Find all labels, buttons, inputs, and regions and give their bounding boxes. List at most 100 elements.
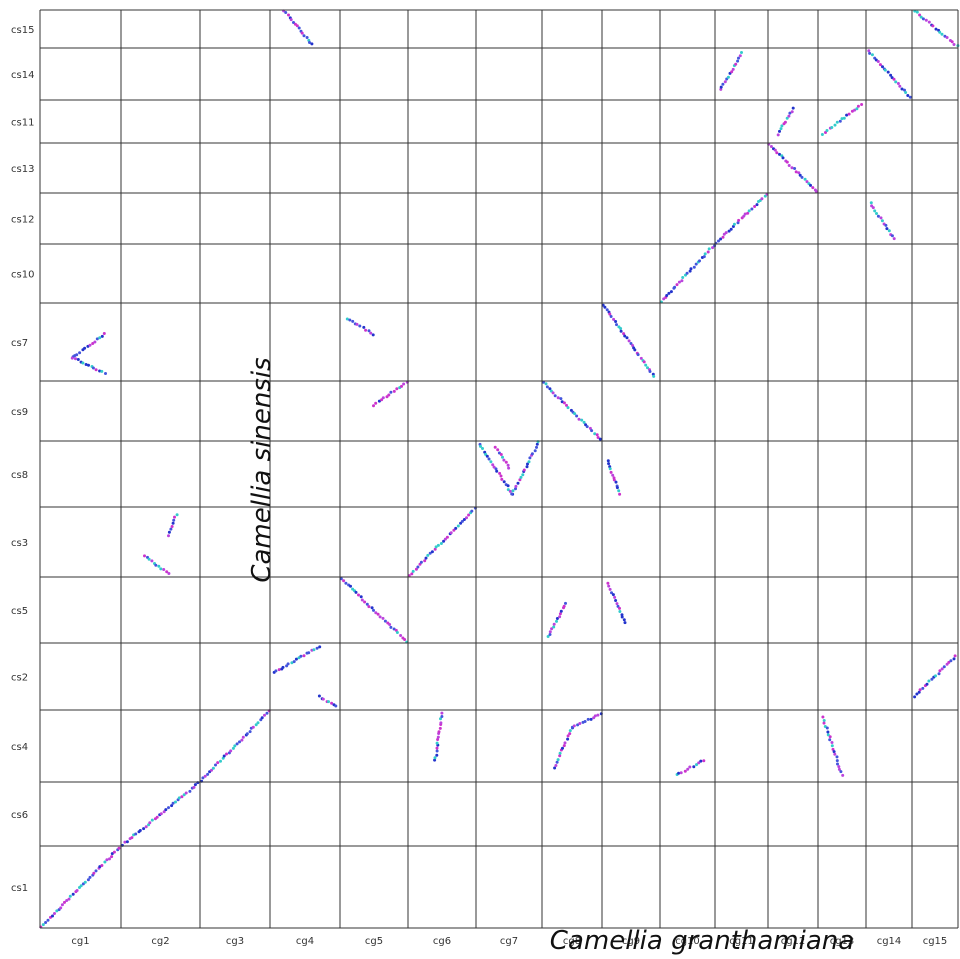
- synteny-point: [498, 471, 502, 475]
- y-tick-label: cs9: [11, 407, 28, 418]
- synteny-point: [614, 480, 618, 484]
- synteny-point: [494, 467, 498, 471]
- synteny-point: [673, 285, 677, 289]
- synteny-point: [828, 735, 832, 739]
- synteny-point: [435, 746, 439, 750]
- synteny-point: [162, 568, 166, 571]
- synteny-point: [609, 470, 613, 474]
- synteny-point: [556, 396, 560, 400]
- synteny-point: [542, 380, 545, 384]
- synteny-point: [675, 283, 679, 287]
- synteny-point: [856, 104, 860, 108]
- x-tick-label: cg6: [433, 936, 451, 947]
- synteny-point: [307, 651, 311, 655]
- synteny-point: [855, 107, 859, 111]
- synteny-point: [790, 166, 794, 170]
- synteny-point: [403, 638, 407, 641]
- synteny-point: [915, 692, 919, 696]
- synteny-point: [623, 334, 627, 338]
- synteny-point: [800, 175, 804, 179]
- synteny-point: [500, 477, 504, 481]
- synteny-point: [78, 351, 82, 355]
- synteny-point: [652, 374, 656, 378]
- synteny-point: [381, 396, 385, 400]
- synteny-point: [489, 460, 493, 464]
- synteny-point: [370, 606, 374, 610]
- synteny-point: [171, 521, 175, 525]
- synteny-point: [842, 116, 846, 120]
- synteny-point: [436, 543, 440, 547]
- synteny-point: [173, 515, 176, 519]
- synteny-point: [558, 754, 562, 758]
- synteny-point: [662, 297, 666, 301]
- synteny-point: [839, 770, 843, 774]
- synteny-point: [44, 921, 48, 924]
- synteny-point: [580, 418, 584, 422]
- synteny-point: [426, 553, 430, 557]
- synteny-point: [495, 469, 499, 473]
- synteny-point: [75, 889, 79, 892]
- synteny-point: [548, 633, 552, 636]
- synteny-point: [860, 103, 864, 106]
- synteny-point: [535, 445, 538, 449]
- synteny-point: [568, 729, 572, 733]
- synteny-point: [491, 463, 495, 467]
- synteny-point: [359, 595, 363, 599]
- synteny-point: [546, 635, 550, 638]
- synteny-point: [688, 269, 692, 273]
- synteny-point: [467, 513, 471, 517]
- synteny-point: [496, 448, 500, 452]
- synteny-point: [719, 85, 723, 89]
- synteny-point: [707, 247, 711, 251]
- synteny-point: [949, 659, 953, 663]
- collinear-block: [606, 459, 622, 496]
- synteny-point: [159, 812, 163, 816]
- synteny-point: [342, 579, 346, 583]
- synteny-point: [904, 91, 908, 94]
- synteny-point: [606, 459, 610, 463]
- synteny-point: [98, 336, 102, 340]
- synteny-point: [362, 325, 366, 329]
- synteny-point: [625, 336, 629, 340]
- collinear-block: [869, 201, 896, 241]
- synteny-point: [372, 404, 375, 408]
- synteny-point: [188, 789, 192, 793]
- synteny-point: [563, 741, 567, 745]
- synteny-point: [908, 95, 912, 99]
- y-axis-title: Camellia sinensis: [247, 357, 277, 582]
- synteny-point: [231, 746, 235, 750]
- synteny-point: [927, 679, 931, 683]
- synteny-point: [785, 116, 789, 120]
- synteny-point: [180, 795, 184, 799]
- synteny-point: [374, 401, 378, 405]
- synteny-point: [378, 615, 382, 619]
- synteny-point: [615, 486, 619, 490]
- synteny-point: [820, 133, 824, 136]
- synteny-point: [826, 730, 830, 734]
- synteny-point: [681, 276, 685, 279]
- synteny-point: [945, 36, 949, 39]
- synteny-point: [395, 387, 399, 391]
- synteny-point: [793, 167, 797, 170]
- synteny-point: [822, 719, 826, 722]
- synteny-point: [299, 654, 303, 658]
- synteny-point: [365, 602, 369, 606]
- synteny-point: [102, 332, 106, 335]
- synteny-point: [937, 672, 941, 676]
- synteny-point: [642, 360, 646, 364]
- synteny-point: [736, 59, 740, 63]
- synteny-point: [835, 759, 839, 763]
- synteny-point: [83, 880, 87, 884]
- synteny-point: [603, 305, 607, 309]
- synteny-point: [339, 577, 343, 581]
- synteny-point: [130, 836, 134, 840]
- synteny-point: [100, 334, 104, 338]
- synteny-point: [103, 860, 107, 864]
- synteny-point: [184, 791, 188, 795]
- synteny-point: [201, 776, 205, 780]
- synteny-point: [884, 223, 888, 227]
- synteny-point: [419, 560, 423, 564]
- x-tick-label: cg11: [729, 936, 754, 947]
- synteny-point: [791, 106, 795, 110]
- synteny-point: [210, 768, 213, 772]
